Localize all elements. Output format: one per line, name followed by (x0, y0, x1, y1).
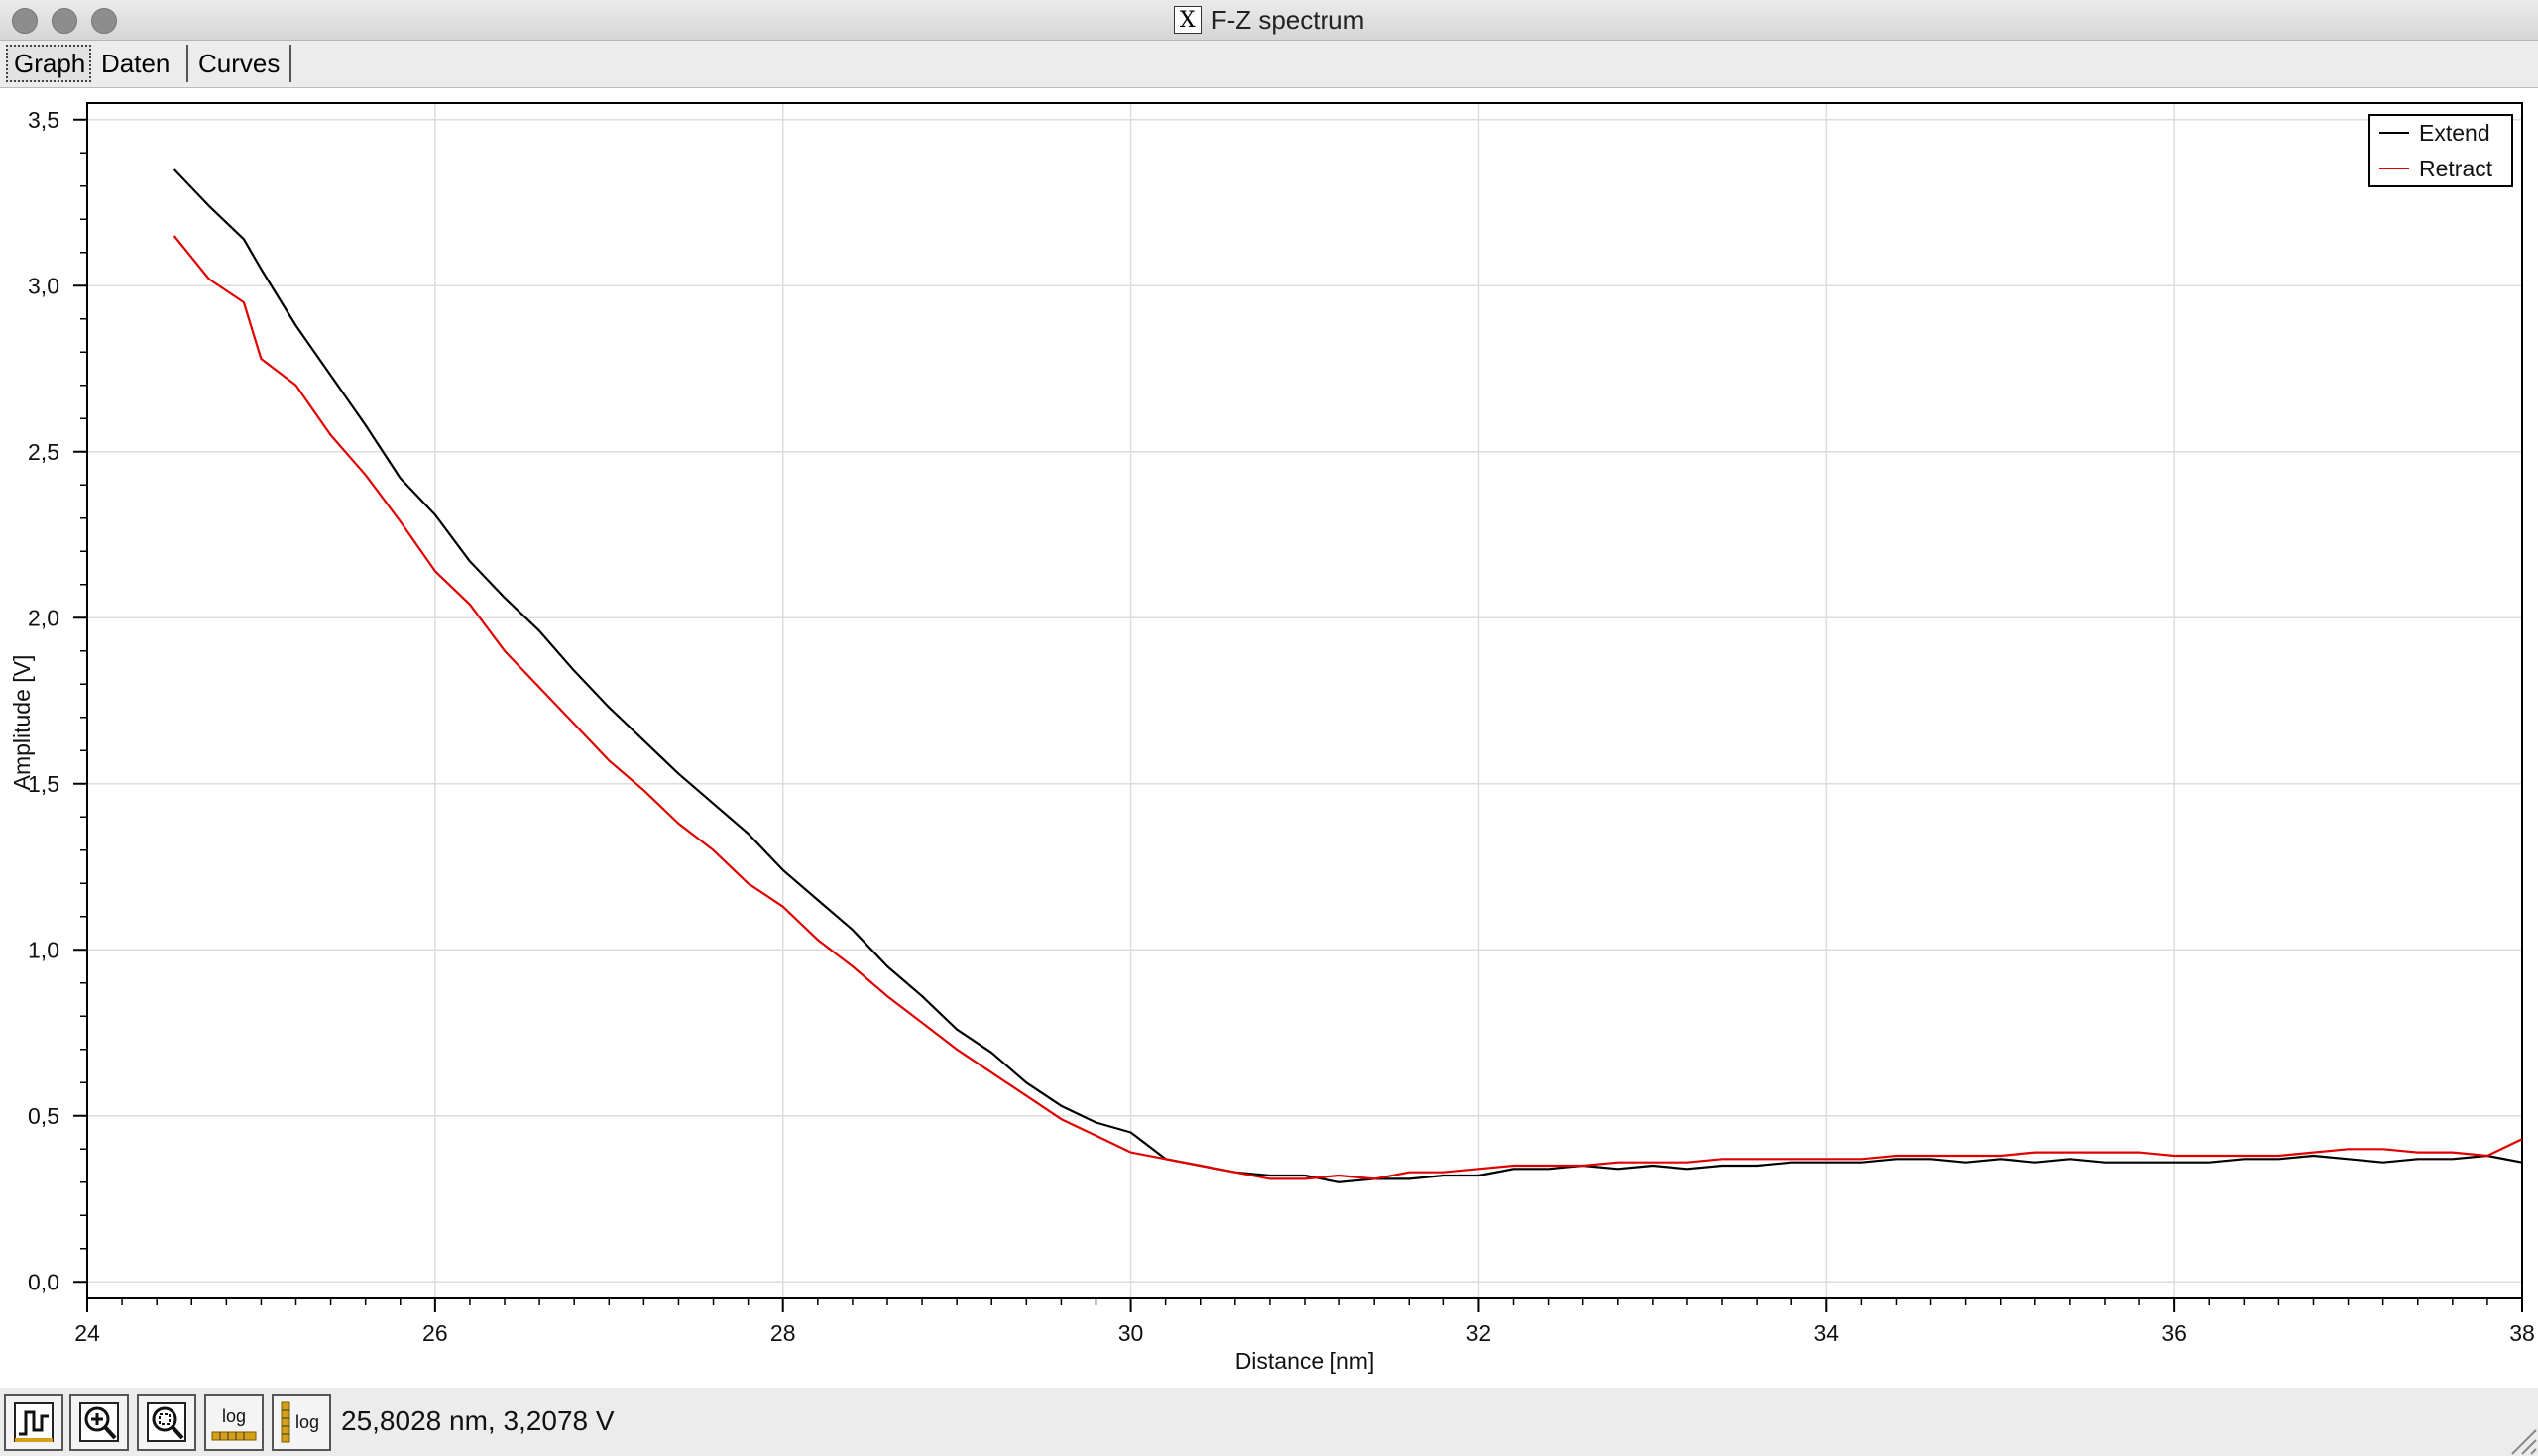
x-tick-label: 30 (1118, 1320, 1144, 1346)
plot-frame (86, 102, 2523, 1299)
y-tick-label: 1,0 (28, 937, 59, 962)
resize-grip-icon[interactable] (2498, 1416, 2538, 1456)
x-tick-label: 28 (770, 1320, 796, 1346)
chart-legend: Extend Retract (2368, 114, 2513, 187)
zoom-fit-icon[interactable] (137, 1394, 196, 1451)
y-axis-label: Amplitude [V] (9, 655, 35, 791)
x-tick-label: 24 (74, 1320, 100, 1346)
x-tick-label: 32 (1466, 1320, 1492, 1346)
y-axis-ticks: 0,0 0,5 1,0 1,5 2,0 2,5 3,0 3,5 (28, 107, 87, 1294)
zoom-in-icon[interactable] (69, 1394, 129, 1451)
log-y-icon[interactable]: log (272, 1394, 331, 1451)
series-line-retract (173, 235, 2523, 1180)
y-tick-label: 0,5 (28, 1103, 59, 1129)
legend-extend-label: Extend (2419, 120, 2490, 146)
tab-graph[interactable]: Graph (6, 45, 91, 82)
x-tick-label: 38 (2509, 1320, 2535, 1346)
tab-daten[interactable]: Daten (95, 45, 188, 82)
tab-curves[interactable]: Curves (192, 45, 291, 82)
window-title-bar[interactable]: X F-Z spectrum (0, 0, 2538, 41)
tab-bar: Graph Daten Curves (0, 41, 2538, 86)
x11-app-icon: X (1173, 6, 1202, 34)
log-y-label: log (295, 1412, 319, 1432)
x-tick-label: 34 (1813, 1320, 1839, 1346)
y-tick-label: 2,5 (28, 439, 59, 465)
x-tick-label: 26 (422, 1320, 448, 1346)
cursor-readout: 25,8028 nm, 3,2078 V (341, 1405, 615, 1436)
y-tick-label: 2,0 (28, 605, 59, 630)
autoscale-icon[interactable] (4, 1394, 63, 1451)
bottom-toolbar: log log 25,8028 nm, 3,2078 V (0, 1388, 2538, 1456)
close-window-button[interactable] (12, 8, 38, 34)
x-tick-label: 36 (2161, 1320, 2187, 1346)
zoom-window-button[interactable] (91, 8, 117, 34)
chart-grid (86, 103, 2523, 1298)
x-axis-ticks: 24 26 28 30 32 34 36 38 (74, 1298, 2535, 1346)
series-line-extend (173, 168, 2523, 1183)
legend-retract-label: Retract (2419, 156, 2493, 181)
series-lines (173, 168, 2523, 1183)
log-x-icon[interactable]: log (204, 1394, 264, 1451)
window-title: F-Z spectrum (1211, 4, 1365, 35)
log-x-label: log (222, 1406, 246, 1426)
y-tick-label: 3,0 (28, 273, 59, 298)
y-tick-label: 1,5 (28, 771, 59, 797)
f-z-chart[interactable]: 24 26 28 30 32 34 36 38 0,0 0,5 1,0 1,5 2,0 2,5 3,0 3,… (0, 88, 2538, 1389)
graph-panel[interactable]: 24 26 28 30 32 34 36 38 0,0 0,5 1,0 1,5 2,0 2,5 3,0 3,… (0, 87, 2538, 1390)
x-axis-label: Distance [nm] (1235, 1348, 1375, 1374)
minimize-window-button[interactable] (52, 8, 77, 34)
y-tick-label: 3,5 (28, 107, 59, 133)
y-tick-label: 0,0 (28, 1269, 59, 1294)
